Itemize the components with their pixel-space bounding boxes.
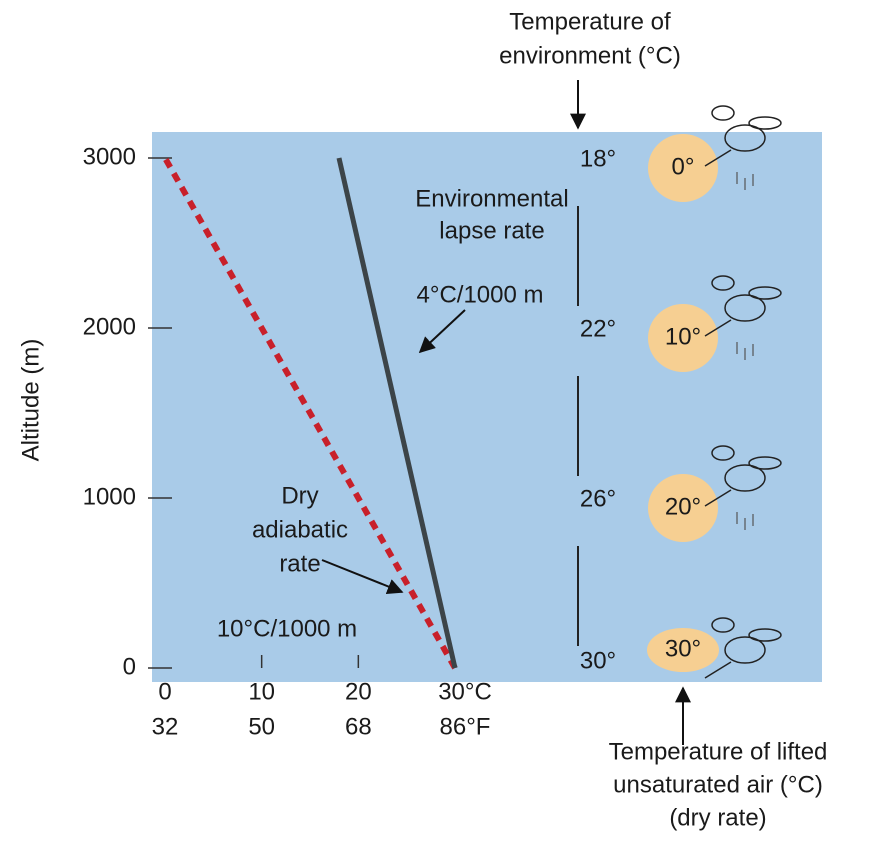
y-tick-label: 2000 <box>83 313 136 340</box>
helicopter <box>711 275 735 291</box>
helicopter <box>724 294 766 322</box>
series-line <box>336 157 458 669</box>
x-tick-label: 20 <box>345 678 372 705</box>
parcel <box>648 134 718 202</box>
helicopter <box>711 105 735 121</box>
annotation: environment (°C) <box>499 42 681 69</box>
x-tick-label: 30°C <box>438 678 492 705</box>
annotation: Temperature of <box>509 8 671 35</box>
annotation: Temperature of lifted <box>609 738 828 765</box>
y-axis-label: Altitude (m) <box>17 339 44 462</box>
x-tick-label: 50 <box>248 713 275 740</box>
environment-temp: 22° <box>580 315 616 342</box>
x-tick-label: 68 <box>345 713 372 740</box>
parcel <box>648 304 718 372</box>
x-tick-label: 86°F <box>440 713 491 740</box>
helicopter <box>748 456 782 470</box>
arrow <box>321 559 404 595</box>
parcel-temp: 20° <box>665 493 701 520</box>
parcel-temp: 10° <box>665 323 701 350</box>
helicopter <box>704 661 732 679</box>
environment-temp: 18° <box>580 145 616 172</box>
arrow <box>418 309 466 354</box>
x-tick-label: 10 <box>248 678 275 705</box>
annotation: lapse rate <box>439 217 544 244</box>
helicopter <box>748 116 782 130</box>
helicopter <box>724 464 766 492</box>
annotation: 10°C/1000 m <box>217 615 357 642</box>
helicopter <box>711 617 735 633</box>
environment-temp: 30° <box>580 647 616 674</box>
series-line <box>162 156 458 670</box>
environment-temp: 26° <box>580 485 616 512</box>
helicopter <box>748 628 782 642</box>
helicopter <box>704 489 732 507</box>
annotation: Dry <box>281 482 318 509</box>
parcel <box>647 628 719 672</box>
annotation: Environmental <box>415 185 568 212</box>
helicopter <box>711 445 735 461</box>
helicopter <box>724 124 766 152</box>
plot-area <box>152 132 822 682</box>
annotation: unsaturated air (°C) <box>613 771 823 798</box>
annotation: 4°C/1000 m <box>417 281 544 308</box>
x-tick-label: 0 <box>158 678 171 705</box>
annotation: (dry rate) <box>669 804 766 831</box>
y-tick-label: 0 <box>123 653 136 680</box>
y-tick-label: 1000 <box>83 483 136 510</box>
parcel-temp: 30° <box>665 635 701 662</box>
parcel <box>648 474 718 542</box>
x-tick-label: 32 <box>152 713 179 740</box>
helicopter <box>724 636 766 664</box>
annotation: adiabatic <box>252 516 348 543</box>
helicopter <box>748 286 782 300</box>
annotation: rate <box>279 550 320 577</box>
helicopter <box>704 319 732 337</box>
parcel-temp: 0° <box>672 153 695 180</box>
helicopter <box>704 149 732 167</box>
y-tick-label: 3000 <box>83 143 136 170</box>
